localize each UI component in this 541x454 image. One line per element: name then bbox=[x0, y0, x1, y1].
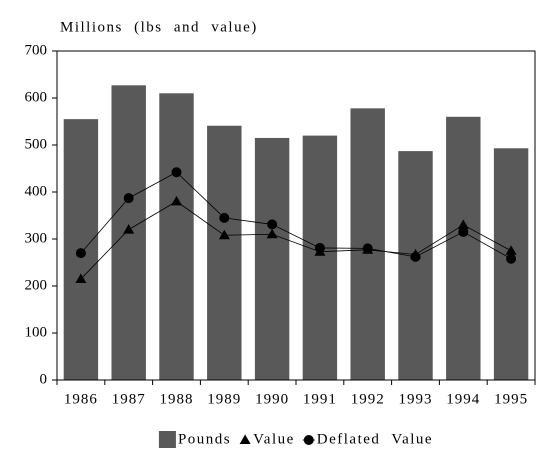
x-tick-label: 1995 bbox=[494, 391, 528, 407]
line bbox=[80, 171, 512, 260]
line bbox=[80, 200, 512, 280]
x-tick-label: 1994 bbox=[446, 391, 480, 407]
circle-marker bbox=[171, 167, 182, 178]
x-tick-label: 1993 bbox=[399, 391, 433, 407]
triangle-marker bbox=[266, 228, 278, 239]
x-tick-label: 1991 bbox=[303, 391, 337, 407]
y-tick-label: 300 bbox=[25, 230, 48, 246]
y-tick-label: 0 bbox=[40, 371, 48, 387]
x-tick-label: 1987 bbox=[112, 391, 146, 407]
plot-frame bbox=[56, 50, 536, 381]
triangle-marker bbox=[75, 273, 87, 283]
y-tick-label: 600 bbox=[25, 89, 48, 105]
y-tick-label: 100 bbox=[25, 324, 48, 340]
triangle-marker bbox=[123, 224, 135, 234]
circle-marker bbox=[410, 251, 421, 262]
chart-title: Millions (lbs and value) bbox=[60, 19, 258, 35]
circle-marker bbox=[75, 248, 86, 259]
triangle-marker bbox=[171, 195, 182, 206]
circle-marker bbox=[314, 242, 325, 253]
bar bbox=[159, 93, 194, 381]
x-tick-label: 1990 bbox=[255, 391, 289, 407]
bar bbox=[398, 151, 433, 380]
bar bbox=[254, 137, 290, 380]
circle-marker bbox=[303, 435, 314, 445]
circle-marker bbox=[458, 226, 469, 237]
y-tick-label: 400 bbox=[25, 183, 48, 199]
triangle-marker bbox=[457, 219, 469, 229]
triangle-marker bbox=[218, 229, 230, 240]
y-tick-label: 700 bbox=[25, 42, 48, 58]
bar bbox=[446, 116, 481, 381]
x-tick-label: 1989 bbox=[207, 391, 241, 407]
bar bbox=[302, 135, 338, 380]
circle-marker bbox=[123, 193, 134, 204]
bar bbox=[493, 148, 529, 380]
legend: Pounds Value Deflated Value bbox=[158, 431, 433, 448]
triangle-marker bbox=[505, 245, 517, 255]
circle-marker bbox=[506, 253, 517, 264]
legend-label: Deflated Value bbox=[317, 431, 433, 447]
legend-label: Value bbox=[253, 431, 295, 447]
x-tick-label: 1992 bbox=[351, 391, 385, 407]
bar bbox=[207, 125, 242, 380]
circle-marker bbox=[219, 212, 230, 223]
legend-label: Pounds bbox=[178, 431, 231, 447]
triangle-marker bbox=[239, 434, 251, 444]
y-tick-label: 500 bbox=[25, 136, 48, 152]
y-tick-label: 200 bbox=[25, 277, 48, 293]
legend-swatch bbox=[158, 431, 176, 448]
circle-marker bbox=[362, 243, 373, 254]
circle-marker bbox=[267, 219, 278, 230]
x-tick-label: 1988 bbox=[160, 391, 194, 407]
x-tick-label: 1986 bbox=[64, 391, 98, 407]
